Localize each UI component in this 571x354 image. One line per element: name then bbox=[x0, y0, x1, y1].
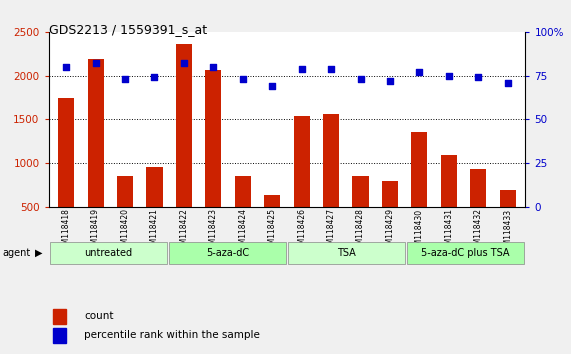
Bar bbox=[87, 59, 104, 207]
Point bbox=[120, 76, 130, 82]
FancyBboxPatch shape bbox=[50, 242, 167, 264]
Point bbox=[297, 66, 306, 72]
Bar bbox=[146, 167, 163, 207]
Point bbox=[385, 78, 395, 84]
Point bbox=[415, 69, 424, 75]
Text: ▶: ▶ bbox=[35, 248, 42, 258]
Text: TSA: TSA bbox=[337, 248, 356, 258]
Point bbox=[209, 64, 218, 70]
FancyBboxPatch shape bbox=[407, 242, 524, 264]
Point bbox=[238, 76, 247, 82]
Point bbox=[268, 83, 277, 89]
Text: 5-aza-dC: 5-aza-dC bbox=[206, 248, 249, 258]
Bar bbox=[500, 190, 516, 207]
FancyBboxPatch shape bbox=[288, 242, 405, 264]
Point bbox=[150, 75, 159, 80]
Point bbox=[91, 61, 100, 66]
Text: agent: agent bbox=[2, 248, 31, 258]
Bar bbox=[205, 70, 222, 207]
Point bbox=[62, 64, 71, 70]
Point bbox=[474, 75, 483, 80]
Bar bbox=[441, 154, 457, 207]
Point bbox=[444, 73, 453, 79]
Bar bbox=[53, 309, 66, 324]
Point bbox=[179, 61, 188, 66]
Bar bbox=[117, 176, 133, 207]
Bar bbox=[411, 132, 428, 207]
FancyBboxPatch shape bbox=[169, 242, 286, 264]
Text: percentile rank within the sample: percentile rank within the sample bbox=[85, 330, 260, 341]
Bar bbox=[323, 114, 339, 207]
Bar bbox=[293, 116, 309, 207]
Bar bbox=[382, 181, 398, 207]
Text: GDS2213 / 1559391_s_at: GDS2213 / 1559391_s_at bbox=[49, 23, 207, 36]
Point bbox=[503, 80, 512, 86]
Bar bbox=[176, 44, 192, 207]
Bar bbox=[53, 328, 66, 343]
Bar bbox=[352, 176, 369, 207]
Point bbox=[327, 66, 336, 72]
Bar bbox=[235, 176, 251, 207]
Bar bbox=[470, 170, 486, 207]
Point bbox=[356, 76, 365, 82]
Bar bbox=[264, 195, 280, 207]
Text: count: count bbox=[85, 311, 114, 321]
Text: untreated: untreated bbox=[84, 248, 132, 258]
Bar bbox=[58, 98, 74, 207]
Text: 5-aza-dC plus TSA: 5-aza-dC plus TSA bbox=[421, 248, 510, 258]
